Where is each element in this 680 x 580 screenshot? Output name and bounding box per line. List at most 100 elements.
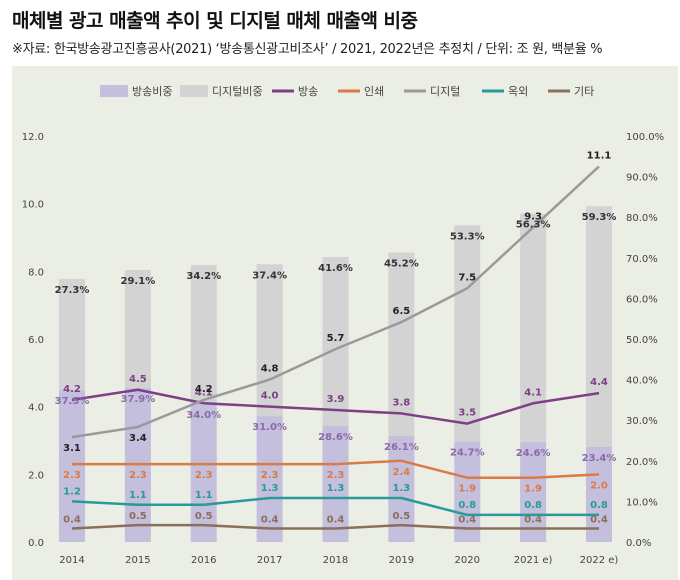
x-tick-label: 2015 [125,555,150,566]
line-label-broadcast: 3.5 [458,408,476,419]
line-label-digital: 6.5 [393,306,411,317]
line-label-other: 0.5 [195,511,213,522]
chart-title: 매체별 광고 매출액 추이 및 디지털 매체 매출액 비중 [12,10,418,32]
bar-broadcast-share-2017 [256,416,283,542]
x-tick-label: 2019 [389,555,414,566]
line-label-outdoor: 0.8 [524,500,542,511]
line-label-broadcast: 4.2 [63,384,81,395]
line-label-other: 0.5 [129,511,147,522]
line-label-outdoor: 1.2 [63,486,81,497]
y-left-tick-label: 6.0 [28,335,44,346]
bar-digital-share-2014 [59,278,85,390]
y-right-tick-label: 90.0% [626,173,658,184]
broadcast-share-label: 37.9% [121,394,156,405]
x-tick-label: 2020 [455,555,480,566]
line-label-other: 0.4 [590,514,608,525]
line-label-print: 1.9 [524,484,542,495]
broadcast-share-label: 31.0% [252,422,287,433]
line-label-print: 2.3 [261,470,279,481]
line-label-digital: 4.8 [261,364,279,375]
line-digital [71,165,600,439]
digital-share-label: 34.2% [186,271,221,282]
line-label-digital: 9.3 [524,211,542,222]
y-right-tick-label: 10.0% [626,497,658,508]
y-left-tick-label: 10.0 [22,200,44,211]
line-print [72,459,600,479]
bar-digital-share-2022e [586,206,612,447]
broadcast-share-label: 24.6% [516,448,551,459]
digital-share-label: 41.6% [318,263,353,274]
line-label-broadcast: 4.4 [590,377,608,388]
line-label-outdoor: 0.8 [458,500,476,511]
y-left-tick-label: 0.0 [28,538,44,549]
y-right-tick-label: 20.0% [626,457,658,468]
line-label-digital: 7.5 [458,272,476,283]
legend-label: 방송 [298,85,318,98]
line-label-digital: 5.7 [327,333,345,344]
digital-share-label: 27.3% [55,285,90,296]
y-right-tick-label: 100.0% [626,132,664,143]
line-label-digital: 4.2 [195,384,213,395]
y-left-tick-label: 8.0 [28,267,44,278]
bar-broadcast-share-2021e [520,442,547,542]
broadcast-share-label: 34.0% [186,410,221,421]
line-outdoor [71,496,599,517]
legend-label: 방송비중 [132,85,172,98]
y-right-tick-label: 0.0% [626,538,651,549]
line-label-print: 2.4 [393,467,411,478]
x-tick-label: 2016 [191,555,216,566]
line-label-other: 0.4 [327,514,345,525]
x-tick-label: 2022 e) [580,555,619,566]
line-label-print: 2.3 [63,470,81,481]
legend-label: 옥외 [508,85,528,98]
line-label-other: 0.4 [458,514,476,525]
line-label-outdoor: 1.3 [261,483,279,494]
x-tick-label: 2021 e) [514,555,553,566]
legend-swatch-digital-share [180,85,208,97]
bar-digital-share-2020 [454,225,481,442]
y-right-tick-label: 60.0% [626,294,658,305]
line-label-digital: 3.1 [63,443,81,454]
y-right-tick-label: 50.0% [626,335,658,346]
line-label-other: 0.4 [261,514,279,525]
legend-label: 디지털 [430,85,460,98]
y-right-tick-label: 40.0% [626,376,658,387]
line-label-digital: 11.1 [587,150,612,161]
line-label-other: 0.4 [524,514,542,525]
x-tick-label: 2014 [59,555,84,566]
y-left-tick-label: 2.0 [28,470,44,481]
line-label-broadcast: 3.8 [393,397,411,408]
y-right-tick-label: 70.0% [626,254,658,265]
y-left-tick-label: 12.0 [22,132,44,143]
line-label-broadcast: 4.1 [195,387,213,398]
digital-share-label: 53.3% [450,231,485,242]
line-label-outdoor: 1.3 [393,483,411,494]
line-label-outdoor: 1.3 [327,483,345,494]
x-tick-label: 2017 [257,555,282,566]
bar-broadcast-share-2022e [586,446,612,542]
line-label-broadcast: 4.0 [261,391,279,402]
legend-label: 기타 [574,85,594,98]
broadcast-share-label: 28.6% [318,432,353,443]
x-tick-label: 2018 [323,555,348,566]
chart-subtitle: ※자료: 한국방송광고진흥공사(2021) ‘방송통신광고비조사’ / 2021… [12,42,603,57]
broadcast-share-label: 24.7% [450,448,485,459]
digital-share-label: 29.1% [121,276,156,287]
bar-digital-share-2017 [256,264,283,417]
digital-share-label: 56.3% [516,220,551,231]
digital-share-label: 37.4% [252,270,287,281]
legend-swatch-broadcast-share [100,85,128,97]
line-label-other: 0.4 [63,514,81,525]
bar-digital-share-2021e [520,213,547,443]
line-broadcast [71,388,600,425]
legend-label: 디지털비중 [212,85,263,98]
line-label-broadcast: 4.5 [129,374,147,385]
line-label-digital: 3.4 [129,433,147,444]
bar-digital-share-2019 [388,252,415,437]
line-label-print: 2.3 [195,470,213,481]
digital-share-label: 59.3% [582,212,617,223]
line-label-outdoor: 1.1 [129,490,147,501]
y-right-tick-label: 80.0% [626,213,658,224]
line-other [71,523,599,530]
